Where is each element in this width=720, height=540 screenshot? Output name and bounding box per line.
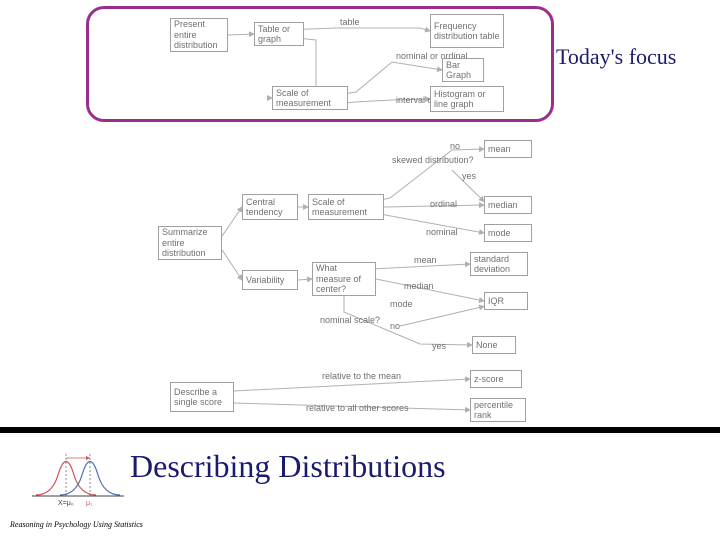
flow-label-relMean: relative to the mean bbox=[322, 372, 401, 382]
flow-node-summarize: Summarize entire distribution bbox=[158, 226, 222, 260]
svg-text:μ₁: μ₁ bbox=[86, 500, 93, 507]
flow-label-relAll: relative to all other scores bbox=[306, 404, 409, 414]
flow-label-nomYes: yes bbox=[432, 342, 446, 352]
flow-node-scale2: Scale of measurement bbox=[308, 194, 384, 220]
flow-node-freqTable: Frequency distribution table bbox=[430, 14, 504, 48]
flow-label-nominal: nominal bbox=[426, 228, 458, 238]
flow-node-scale1: Scale of measurement bbox=[272, 86, 348, 110]
flow-label-centMode: mode bbox=[390, 300, 413, 310]
flow-label-ordinal: ordinal bbox=[430, 200, 457, 210]
flow-label-nomQ: nominal scale? bbox=[320, 316, 380, 326]
flow-label-skewNo: no bbox=[450, 142, 460, 152]
flow-label-centMed: median bbox=[404, 282, 434, 292]
flow-label-skewQ: skewed distribution? bbox=[392, 156, 474, 166]
flow-label-nomNo: no bbox=[390, 322, 400, 332]
flow-node-variab: Variability bbox=[242, 270, 298, 290]
svg-text:X=μ₀: X=μ₀ bbox=[58, 500, 74, 507]
focus-label: Today's focus bbox=[556, 44, 676, 70]
flow-label-tableLbl: table bbox=[340, 18, 360, 28]
flow-node-central: Central tendency bbox=[242, 194, 298, 220]
flow-label-skewYes: yes bbox=[462, 172, 476, 182]
flow-node-barGraph: Bar Graph bbox=[442, 58, 484, 82]
flow-node-none: None bbox=[472, 336, 516, 354]
flow-node-whatCent: What measure of center? bbox=[312, 262, 376, 296]
flow-node-histLine: Histogram or line graph bbox=[430, 86, 504, 112]
flow-label-centMean: mean bbox=[414, 256, 437, 266]
footer-caption: Reasoning in Psychology Using Statistics bbox=[10, 520, 143, 529]
flow-node-describe: Describe a single score bbox=[170, 382, 234, 412]
flow-node-tableOrG: Table or graph bbox=[254, 22, 304, 46]
flow-node-mean: mean bbox=[484, 140, 532, 158]
flow-node-iqr: IQR bbox=[484, 292, 528, 310]
flow-node-stdDev: standard deviation bbox=[470, 252, 528, 276]
flow-node-median: median bbox=[484, 196, 532, 214]
flow-node-pctRank: percentile rank bbox=[470, 398, 526, 422]
flow-node-present: Present entire distribution bbox=[170, 18, 228, 52]
slide-stage: { "layout": { "width": 720, "height": 54… bbox=[0, 0, 720, 540]
footer-divider-bar bbox=[0, 427, 720, 433]
flow-node-zscore: z-score bbox=[470, 370, 522, 388]
distribution-curves-icon: X=μ₀ μ₁ bbox=[28, 440, 128, 510]
flow-node-mode: mode bbox=[484, 224, 532, 242]
slide-title: Describing Distributions bbox=[130, 448, 446, 485]
